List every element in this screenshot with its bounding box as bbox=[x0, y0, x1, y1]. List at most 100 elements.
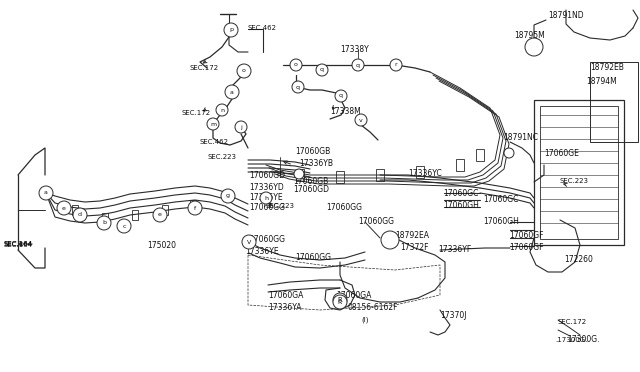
Text: 17060GD: 17060GD bbox=[293, 186, 329, 195]
Circle shape bbox=[224, 23, 238, 37]
Text: 175020: 175020 bbox=[147, 241, 176, 250]
Text: f: f bbox=[194, 205, 196, 211]
Text: q: q bbox=[320, 67, 324, 73]
Text: (I): (I) bbox=[361, 317, 369, 323]
Circle shape bbox=[216, 104, 228, 116]
Text: h: h bbox=[264, 196, 268, 201]
Text: 17060GC: 17060GC bbox=[443, 189, 478, 198]
Text: 17060GA: 17060GA bbox=[336, 291, 371, 299]
Circle shape bbox=[235, 121, 247, 133]
Text: 17060GH: 17060GH bbox=[443, 201, 479, 209]
Text: V: V bbox=[247, 240, 251, 244]
Circle shape bbox=[294, 169, 304, 179]
Text: 17060GB: 17060GB bbox=[295, 148, 330, 157]
Text: 17336YB: 17336YB bbox=[299, 158, 333, 167]
Bar bbox=[72, 205, 78, 215]
Text: o: o bbox=[242, 68, 246, 74]
Circle shape bbox=[260, 192, 272, 204]
Text: 17338Y: 17338Y bbox=[340, 45, 369, 55]
Bar bbox=[540, 106, 618, 239]
Text: q: q bbox=[339, 93, 343, 99]
Circle shape bbox=[221, 189, 235, 203]
Text: SEC.223: SEC.223 bbox=[207, 154, 236, 160]
Text: 17060GG: 17060GG bbox=[295, 253, 331, 262]
Text: 17336YD: 17336YD bbox=[249, 183, 284, 192]
Text: n: n bbox=[220, 108, 224, 112]
Text: p: p bbox=[229, 28, 233, 32]
Text: SEC.172: SEC.172 bbox=[558, 319, 587, 325]
Bar bbox=[590, 62, 638, 142]
Text: 17300G.: 17300G. bbox=[567, 336, 600, 344]
Bar bbox=[376, 169, 384, 181]
Text: 17060GF: 17060GF bbox=[509, 244, 543, 253]
Text: 17060GE: 17060GE bbox=[544, 148, 579, 157]
Text: 18795M: 18795M bbox=[514, 32, 545, 41]
Text: SEC.164: SEC.164 bbox=[4, 241, 33, 247]
Circle shape bbox=[290, 59, 302, 71]
Text: 17060GG: 17060GG bbox=[249, 203, 285, 212]
Text: 17370J: 17370J bbox=[440, 311, 467, 320]
Text: SEC.164: SEC.164 bbox=[4, 241, 33, 247]
Text: SEC.164: SEC.164 bbox=[4, 242, 33, 248]
Bar bbox=[534, 100, 624, 245]
Text: 17338M: 17338M bbox=[330, 108, 361, 116]
Text: 17060GH: 17060GH bbox=[483, 218, 519, 227]
Text: c: c bbox=[122, 224, 125, 228]
Text: g: g bbox=[226, 193, 230, 199]
Circle shape bbox=[390, 59, 402, 71]
Text: 17060GC: 17060GC bbox=[483, 196, 518, 205]
Text: 17060GG: 17060GG bbox=[358, 218, 394, 227]
Text: SEC.223: SEC.223 bbox=[560, 178, 589, 184]
Circle shape bbox=[225, 85, 239, 99]
Text: SEC.462: SEC.462 bbox=[248, 25, 277, 31]
Text: o: o bbox=[294, 62, 298, 67]
Circle shape bbox=[153, 208, 167, 222]
Bar bbox=[132, 210, 138, 220]
Text: 17336YE: 17336YE bbox=[245, 247, 278, 257]
Bar bbox=[102, 213, 108, 223]
Text: SEC.223: SEC.223 bbox=[265, 203, 294, 209]
Text: SEC.172: SEC.172 bbox=[189, 65, 218, 71]
Bar bbox=[162, 205, 168, 215]
Text: 18791NC: 18791NC bbox=[503, 134, 538, 142]
Circle shape bbox=[188, 201, 202, 215]
Bar bbox=[416, 166, 424, 178]
Text: 17336YC: 17336YC bbox=[408, 169, 442, 177]
Text: R: R bbox=[338, 297, 342, 303]
Text: a: a bbox=[44, 190, 48, 196]
Text: j: j bbox=[240, 125, 242, 129]
Text: 18791ND: 18791ND bbox=[548, 12, 584, 20]
Circle shape bbox=[57, 201, 71, 215]
Text: r: r bbox=[395, 62, 397, 67]
Text: 18792EB: 18792EB bbox=[590, 64, 624, 73]
Text: 18794M: 18794M bbox=[586, 77, 617, 87]
Text: 17060GG: 17060GG bbox=[326, 203, 362, 212]
Text: 17060GA: 17060GA bbox=[268, 291, 303, 299]
Circle shape bbox=[242, 235, 256, 249]
Circle shape bbox=[381, 231, 399, 249]
Text: q: q bbox=[356, 62, 360, 67]
Text: SEC.462: SEC.462 bbox=[200, 139, 229, 145]
Text: a: a bbox=[230, 90, 234, 94]
Text: v: v bbox=[359, 118, 363, 122]
Text: 172260: 172260 bbox=[564, 256, 593, 264]
Text: 17060GD: 17060GD bbox=[249, 170, 285, 180]
Circle shape bbox=[73, 208, 87, 222]
Text: b: b bbox=[102, 221, 106, 225]
Bar bbox=[336, 171, 344, 183]
Circle shape bbox=[333, 293, 347, 307]
Text: 17060GF: 17060GF bbox=[509, 231, 543, 240]
Text: R: R bbox=[338, 299, 342, 305]
Circle shape bbox=[352, 59, 364, 71]
Bar bbox=[476, 149, 484, 161]
Circle shape bbox=[504, 148, 514, 158]
Circle shape bbox=[525, 38, 543, 56]
Text: d: d bbox=[78, 212, 82, 218]
Circle shape bbox=[316, 64, 328, 76]
Bar bbox=[190, 200, 196, 210]
Bar bbox=[296, 169, 304, 181]
Text: e: e bbox=[158, 212, 162, 218]
Circle shape bbox=[335, 90, 347, 102]
Circle shape bbox=[39, 186, 53, 200]
Circle shape bbox=[292, 81, 304, 93]
